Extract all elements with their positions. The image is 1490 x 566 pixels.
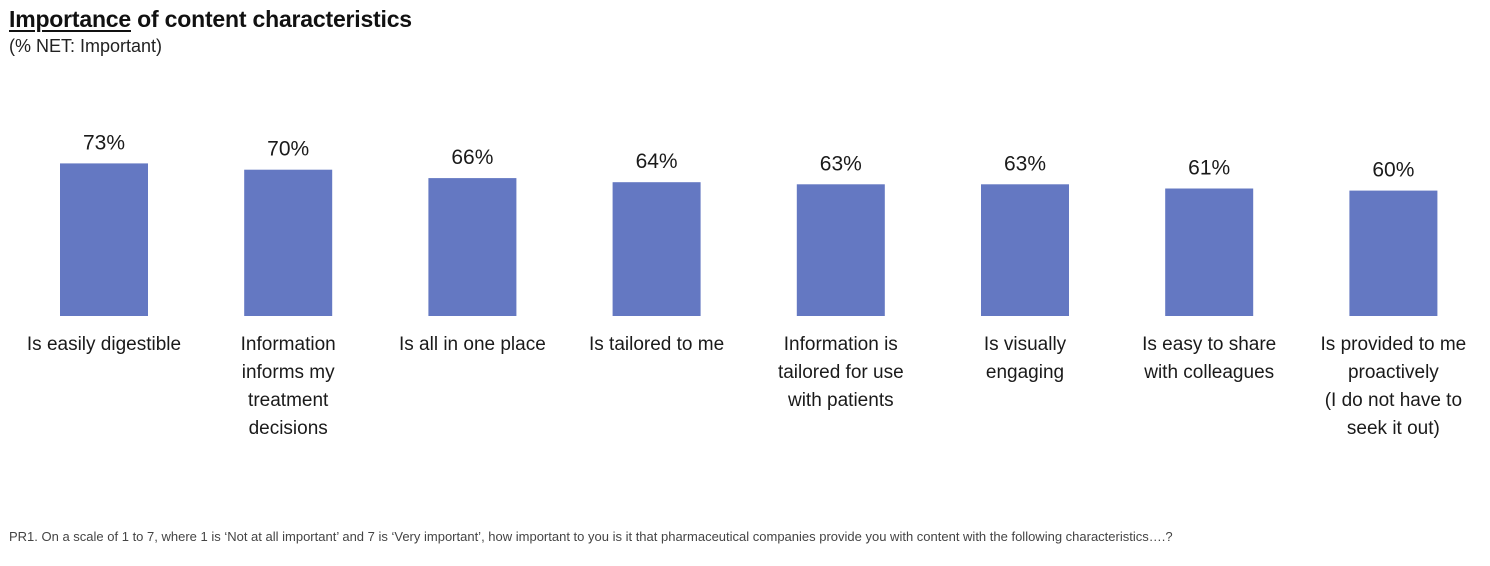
category-label-8: Is provided to me proactively (I do not … — [1320, 334, 1467, 439]
data-label-3: 66% — [451, 146, 493, 169]
data-label-5: 63% — [820, 152, 862, 175]
category-label-5: Information is tailored for use with pat… — [777, 334, 904, 411]
bar-7 — [1165, 188, 1254, 316]
data-label-1: 73% — [83, 131, 125, 154]
bar-1 — [60, 163, 148, 316]
chart-title: Importance of content characteristics — [9, 6, 412, 33]
bar-6 — [981, 184, 1069, 316]
bar-8 — [1349, 190, 1438, 316]
data-label-2: 70% — [267, 138, 309, 161]
bar-2 — [244, 169, 333, 316]
category-label-7: Is easy to share with colleagues — [1142, 334, 1277, 383]
chart-title-emphasis: Importance — [9, 6, 131, 32]
bar-4 — [612, 182, 701, 316]
data-label-4: 64% — [636, 150, 678, 173]
chart-subtitle: (% NET: Important) — [9, 36, 163, 56]
bar-3 — [428, 178, 517, 316]
data-label-8: 60% — [1372, 159, 1414, 182]
category-label-2: Information informs my treatment decisio… — [240, 334, 336, 439]
category-label-4: Is tailored to me — [589, 334, 725, 355]
data-label-7: 61% — [1188, 157, 1230, 180]
category-label-1: Is easily digestible — [26, 334, 182, 355]
bar-5 — [796, 184, 885, 316]
question-footnote: PR1. On a scale of 1 to 7, where 1 is ‘N… — [9, 529, 1173, 544]
bar-chart: 73% 70% 66% 64% 63% 63% 61% 60% — [60, 131, 1438, 316]
category-label-6: Is visually engaging — [983, 334, 1067, 383]
chart-title-rest: of content characteristics — [130, 6, 412, 32]
category-label-3: Is all in one place — [398, 334, 546, 355]
data-label-6: 63% — [1004, 152, 1046, 175]
